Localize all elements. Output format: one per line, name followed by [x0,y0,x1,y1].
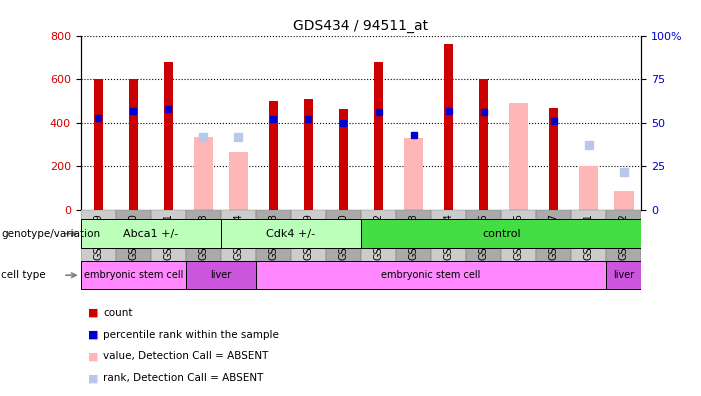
Bar [431,210,466,271]
Text: GSM9281: GSM9281 [584,213,594,260]
Bar [404,138,423,210]
Text: GSM9273: GSM9273 [409,213,418,260]
Text: embryonic stem cell: embryonic stem cell [381,270,481,280]
Bar [550,107,558,210]
Bar [571,210,606,271]
Bar [256,210,291,271]
Text: GSM9278: GSM9278 [268,213,278,260]
Text: GSM9271: GSM9271 [163,213,173,260]
Bar [466,210,501,271]
Bar [116,210,151,271]
Bar [129,79,137,210]
Bar [361,219,641,248]
Bar [291,210,326,271]
Bar [193,137,213,210]
Text: ■: ■ [88,329,98,340]
Bar [269,101,278,210]
Text: value, Detection Call = ABSENT: value, Detection Call = ABSENT [103,351,268,362]
Bar [361,210,396,271]
Text: GSM9272: GSM9272 [374,213,383,260]
Bar [444,44,453,210]
Text: embryonic stem cell: embryonic stem cell [83,270,183,280]
Bar [509,103,529,210]
Text: cell type: cell type [1,270,46,280]
Bar [151,210,186,271]
Text: GSM9274: GSM9274 [444,213,454,260]
Bar [81,219,221,248]
Bar [579,166,599,210]
Text: GSM9280: GSM9280 [339,213,348,260]
Text: ■: ■ [88,351,98,362]
Text: control: control [482,228,521,239]
Title: GDS434 / 94511_at: GDS434 / 94511_at [294,19,428,33]
Text: GSM9283: GSM9283 [198,213,208,260]
Text: liver: liver [210,270,231,280]
Text: GSM9276: GSM9276 [514,213,524,260]
Text: Abca1 +/-: Abca1 +/- [123,228,178,239]
Bar [339,109,348,210]
Bar [501,210,536,271]
Text: Cdk4 +/-: Cdk4 +/- [266,228,315,239]
Bar [186,261,256,289]
Bar [479,79,488,210]
Bar [326,210,361,271]
Bar [81,261,186,289]
Text: count: count [103,308,132,318]
Text: ■: ■ [88,308,98,318]
Bar [164,62,172,210]
Text: GSM9284: GSM9284 [233,213,243,260]
Bar [229,152,248,210]
Text: percentile rank within the sample: percentile rank within the sample [103,329,279,340]
Bar [614,191,634,210]
Bar [221,219,361,248]
Bar [374,62,383,210]
Bar [81,210,116,271]
Text: GSM9269: GSM9269 [93,213,103,260]
Text: liver: liver [613,270,634,280]
Bar [256,261,606,289]
Text: GSM9282: GSM9282 [619,213,629,260]
Text: GSM9277: GSM9277 [549,213,559,260]
Text: ■: ■ [88,373,98,383]
Bar [186,210,221,271]
Bar [304,99,313,210]
Text: GSM9270: GSM9270 [128,213,138,260]
Text: GSM9275: GSM9275 [479,213,489,260]
Text: GSM9279: GSM9279 [304,213,313,260]
Bar [536,210,571,271]
Text: genotype/variation: genotype/variation [1,228,100,239]
Bar [606,210,641,271]
Text: rank, Detection Call = ABSENT: rank, Detection Call = ABSENT [103,373,264,383]
Bar [606,261,641,289]
Bar [396,210,431,271]
Bar [221,210,256,271]
Bar [94,79,102,210]
